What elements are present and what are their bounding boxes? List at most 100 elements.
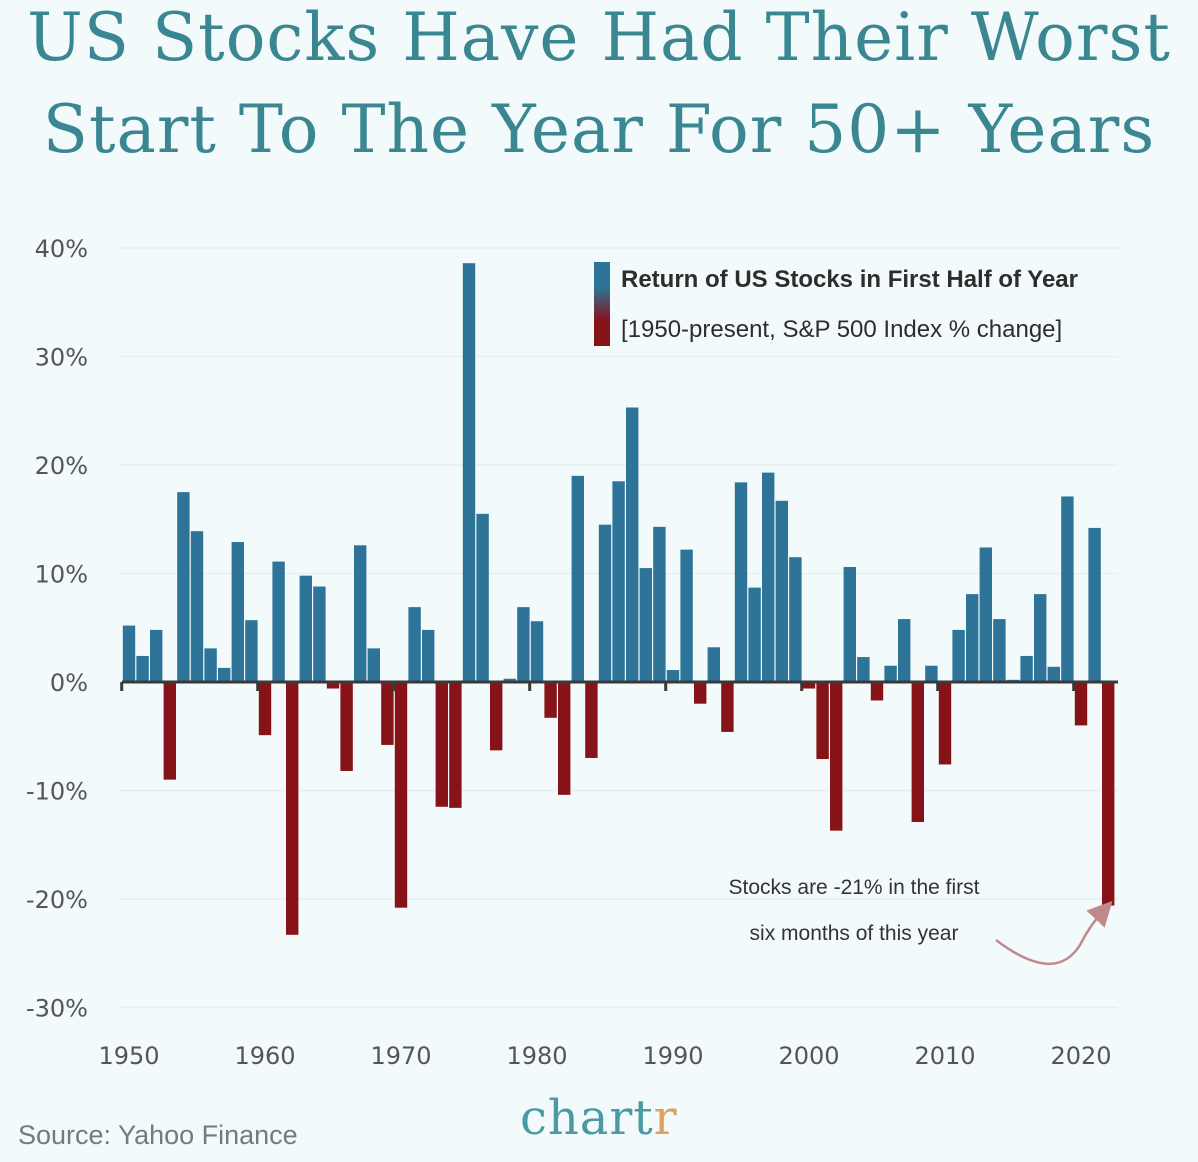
bar-2002	[830, 682, 843, 831]
bar-2018	[1047, 666, 1060, 682]
bar-2004	[857, 657, 870, 682]
bar-1953	[163, 682, 176, 780]
chart-title-line-1: US Stocks Have Had Their Worst	[27, 0, 1171, 76]
y-tick-label: 30%	[35, 344, 88, 372]
annotation-line-2: six months of this year	[750, 922, 959, 945]
bar-1984	[585, 682, 598, 758]
bar-1986	[612, 481, 625, 682]
y-tick-label: -20%	[26, 886, 88, 914]
annotation-arrow	[995, 900, 1113, 966]
bar-1956	[204, 648, 217, 682]
bar-1950	[122, 625, 136, 682]
bar-2013	[979, 547, 992, 682]
y-tick-label: 10%	[35, 561, 88, 589]
logo-main: chart	[520, 1090, 654, 1146]
bar-2012	[966, 594, 979, 682]
legend-title: Return of US Stocks in First Half of Yea…	[621, 266, 1078, 293]
x-tick-label: 1960	[234, 1042, 295, 1070]
bar-1991	[680, 549, 693, 682]
bar-1985	[598, 524, 612, 682]
y-tick-label: -10%	[26, 778, 88, 806]
logo-accent: r	[653, 1090, 678, 1146]
bar-1992	[694, 682, 707, 704]
bar-1968	[367, 648, 380, 682]
bar-1972	[422, 629, 435, 682]
bar-1966	[340, 682, 353, 771]
bar-1998	[775, 500, 788, 682]
bar-1993	[707, 647, 720, 682]
y-tick-label: 20%	[35, 452, 88, 480]
bar-1960	[258, 682, 272, 736]
bar-1989	[653, 526, 666, 682]
bar-1957	[218, 667, 231, 682]
bar-1988	[639, 568, 652, 682]
x-tick-label: 1970	[370, 1042, 431, 1070]
bar-1958	[231, 542, 244, 682]
bar-1978	[503, 678, 516, 682]
bar-2020	[1074, 682, 1088, 726]
x-tick-label: 2000	[778, 1042, 839, 1070]
bar-1999	[789, 557, 802, 682]
bar-1979	[517, 607, 530, 682]
bar-2016	[1020, 655, 1033, 682]
bar-1977	[490, 682, 503, 751]
y-tick-label: -30%	[26, 995, 88, 1023]
bar-1962	[286, 682, 299, 935]
source-note: Source: Yahoo Finance	[18, 1120, 298, 1150]
bar-1970	[394, 682, 408, 908]
bar-2011	[952, 629, 965, 682]
bar-1974	[449, 682, 462, 808]
bar-1964	[313, 586, 326, 682]
x-tick-label: 1980	[506, 1042, 567, 1070]
y-tick-label: 0%	[50, 669, 88, 697]
bar-1954	[177, 492, 190, 682]
x-tick-label: 1950	[98, 1042, 159, 1070]
bar-2008	[911, 682, 924, 822]
bar-2022	[1102, 682, 1115, 906]
chartr-logo: chartr	[520, 1090, 678, 1146]
bar-1981	[544, 682, 557, 718]
bar-1969	[381, 682, 394, 745]
bar-2001	[816, 682, 829, 760]
bar-1973	[435, 682, 448, 807]
bar-1995	[734, 482, 748, 682]
bar-2003	[843, 566, 856, 682]
bar-2005	[870, 682, 884, 701]
legend-swatch	[594, 262, 610, 346]
bar-2014	[993, 619, 1006, 682]
bar-2000	[802, 682, 816, 689]
bar-2007	[898, 619, 911, 682]
bar-1980	[530, 621, 544, 682]
chart-title-line-2: Start To The Year For 50+ Years	[42, 91, 1156, 168]
bar-1971	[408, 607, 421, 682]
bar-2019	[1061, 496, 1074, 682]
x-tick-label: 2020	[1050, 1042, 1111, 1070]
annotation-line-1: Stocks are -21% in the first	[729, 876, 980, 899]
bar-1955	[190, 531, 204, 682]
bar-1983	[571, 475, 584, 682]
bar-1965	[326, 682, 340, 689]
bar-2010	[938, 682, 952, 765]
bar-2017	[1034, 594, 1047, 682]
bar-2006	[884, 665, 897, 682]
x-tick-label: 1990	[642, 1042, 703, 1070]
legend-subtitle: [1950-present, S&P 500 Index % change]	[621, 316, 1062, 343]
bar-1982	[558, 682, 571, 795]
bar-1994	[721, 682, 734, 732]
x-tick-label: 2010	[914, 1042, 975, 1070]
bar-1952	[150, 629, 163, 682]
bar-2009	[925, 665, 938, 682]
bar-1963	[299, 575, 312, 682]
bar-1959	[245, 620, 258, 682]
bar-1961	[272, 561, 285, 682]
bar-1987	[626, 407, 639, 682]
bar-1951	[136, 655, 149, 682]
bar-1967	[354, 545, 367, 682]
bar-1990	[666, 670, 680, 682]
bar-1997	[762, 472, 775, 682]
bar-2021	[1088, 527, 1101, 682]
bar-1976	[476, 513, 489, 682]
bar-1975	[462, 263, 476, 682]
bar-1996	[748, 587, 761, 682]
